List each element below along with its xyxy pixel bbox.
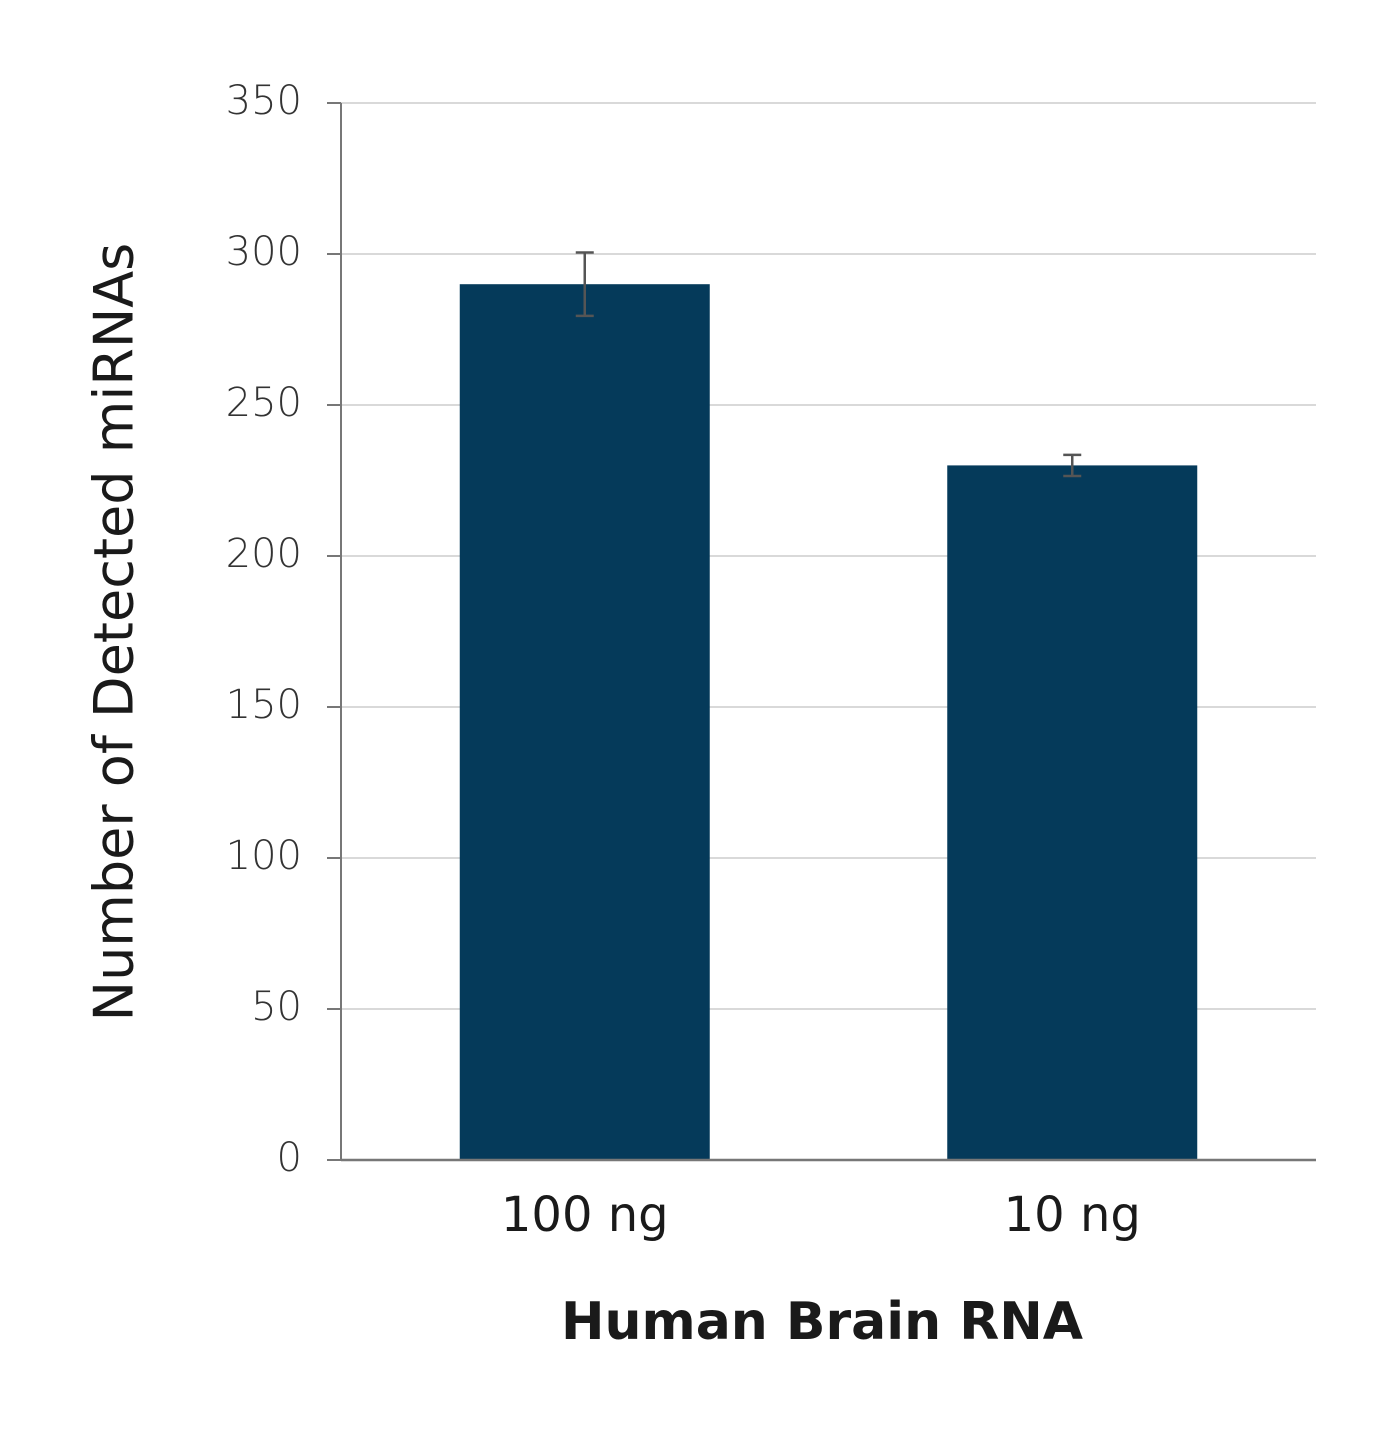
y-tick-label: 250 [226, 380, 302, 426]
bar [947, 465, 1198, 1160]
y-tick-label: 350 [226, 78, 302, 124]
x-tick-label: 100 ng [501, 1187, 669, 1243]
y-tick-label: 150 [226, 682, 302, 728]
x-axis-title: Human Brain RNA [561, 1292, 1083, 1352]
x-tick-label: 10 ng [1004, 1187, 1141, 1243]
y-tick-label: 0 [277, 1135, 302, 1181]
y-tick-label: 300 [226, 229, 302, 275]
bar [459, 284, 710, 1160]
y-axis-title: Number of Detected miRNAs [83, 243, 146, 1022]
y-tick-label: 50 [251, 984, 302, 1030]
y-tick-label: 200 [226, 531, 302, 577]
y-tick-label: 100 [226, 833, 302, 879]
